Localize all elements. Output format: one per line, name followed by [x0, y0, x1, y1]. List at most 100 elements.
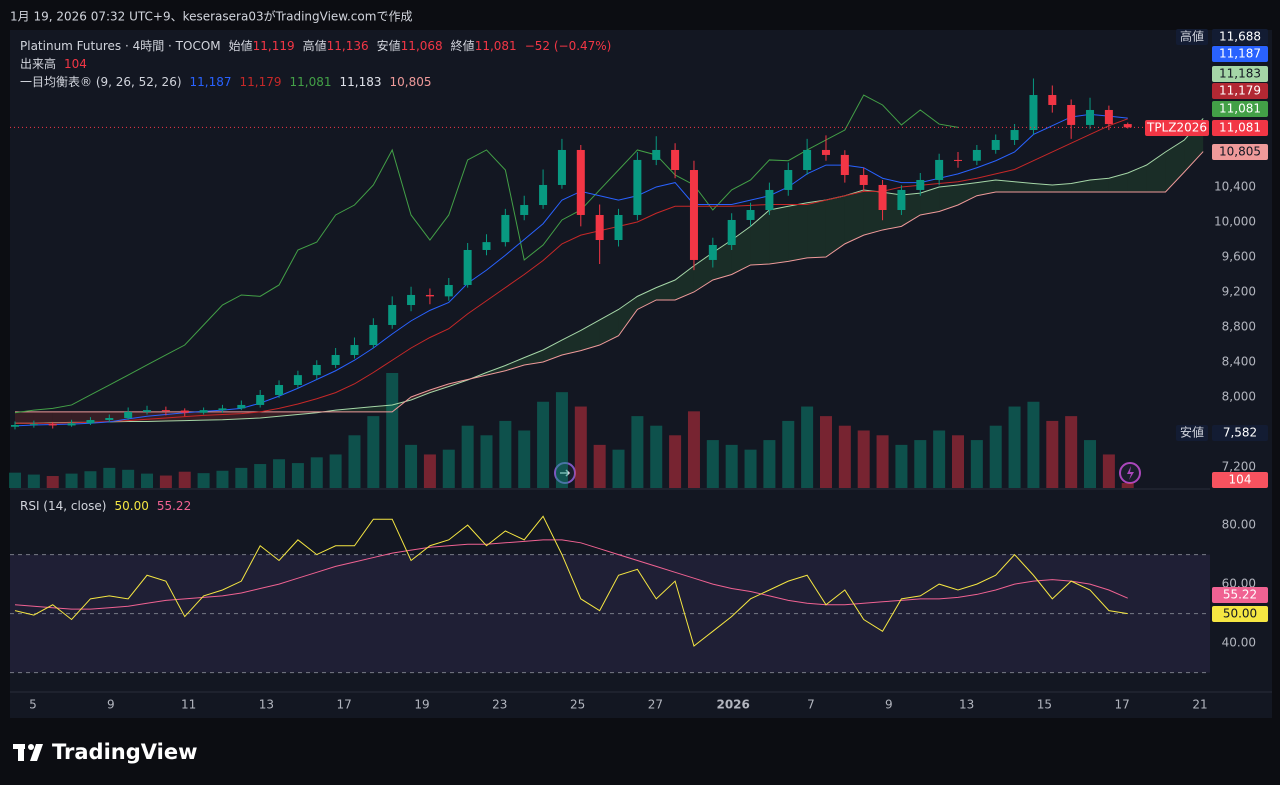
legend-item: 55.22 [157, 499, 191, 513]
legend-item: 終値 [451, 38, 475, 53]
ichimoku-senkou_b [15, 151, 1204, 413]
x-tick-label: 9 [107, 698, 115, 712]
kumo [901, 193, 921, 227]
x-tick-label: 21 [1192, 698, 1207, 712]
price-badge-label: 高値 [1180, 29, 1204, 44]
x-tick-label: 19 [414, 698, 429, 712]
volume-bar [706, 440, 719, 488]
kumo [825, 195, 845, 257]
ichimoku-kijun [15, 118, 1128, 424]
candle-body [746, 209, 755, 220]
legend: 出来高 104 [20, 56, 87, 71]
legend-item: 安値 [377, 38, 401, 53]
candle-body [821, 149, 830, 155]
volume-bar [687, 411, 700, 488]
candle-body [784, 170, 793, 190]
legend-item: 11,187 [190, 75, 232, 89]
x-tick-label: 13 [959, 698, 974, 712]
created-caption: 1月 19, 2026 07:32 UTC+9、keserasera03がTra… [10, 9, 412, 24]
legend-item: 出来高 [20, 56, 56, 71]
kumo [411, 389, 430, 400]
y-tick-label: 7,200 [1222, 459, 1256, 473]
candle-body [29, 424, 38, 426]
candle-body [237, 404, 246, 409]
candle-body [614, 214, 623, 241]
price-badge-label: TPLZ2026 [1146, 121, 1207, 135]
volume-bar [65, 473, 78, 488]
event-icon[interactable] [1119, 462, 1141, 484]
ichimoku-chikou [14, 94, 959, 414]
volume-bar [9, 472, 21, 488]
rsi-tick-label: 80.00 [1222, 518, 1256, 532]
kumo [995, 179, 1015, 192]
candle-body [256, 394, 265, 405]
x-tick-label: 15 [1037, 698, 1052, 712]
legend-item: 10,805 [390, 75, 432, 89]
candle-body [557, 149, 566, 185]
volume-bar [970, 440, 983, 488]
volume-bar [46, 476, 59, 488]
volume-bar [555, 392, 568, 488]
volume-bar [197, 473, 210, 488]
price-badge [1176, 29, 1208, 45]
candle-body [199, 410, 208, 413]
chart-area [10, 30, 1272, 718]
x-tick-label: 7 [807, 698, 815, 712]
volume-bar [273, 459, 286, 488]
volume-bar [669, 435, 682, 488]
candle-body [11, 424, 19, 427]
x-tick-label: 25 [570, 698, 585, 712]
candle-body [1123, 124, 1132, 128]
price-badge-label: 11,179 [1219, 84, 1261, 98]
volume-bar [1084, 440, 1097, 488]
legend-item: 11,119 [253, 39, 295, 53]
candle-body [1029, 95, 1038, 131]
candle-body [991, 139, 1000, 150]
x-tick-label: 2026 [716, 698, 749, 712]
candle-body [1048, 95, 1057, 105]
volume-bar [442, 449, 455, 488]
volume-bar [122, 469, 135, 488]
legend-item: 11,081 [290, 75, 332, 89]
candle-body [444, 284, 453, 297]
candle-body [539, 184, 548, 206]
kumo [33, 411, 53, 424]
price-badge [1212, 46, 1268, 62]
kumo [429, 383, 449, 393]
candle-body [859, 174, 868, 185]
volume-bar [159, 475, 172, 488]
volume-bar [895, 444, 908, 488]
candle-body [425, 294, 434, 297]
kumo [279, 411, 298, 417]
kumo [580, 319, 600, 351]
price-badge [1212, 101, 1268, 117]
legend: 一目均衡表® (9, 26, 52, 26) 11,187 11,179 11,081… [20, 75, 432, 89]
kumo [637, 287, 657, 310]
kumo [1052, 183, 1072, 192]
volume-bar [235, 467, 248, 488]
rsi-ma-line [14, 539, 1128, 610]
price-badge-label: 11,688 [1219, 30, 1261, 44]
event-icon[interactable] [554, 462, 576, 484]
candle-body [840, 154, 849, 175]
candle-body [576, 149, 585, 215]
kumo [524, 350, 544, 365]
price-badge-label: 11,183 [1219, 67, 1261, 81]
volume-bar [801, 406, 814, 488]
volume-bar [423, 454, 436, 488]
kumo [731, 226, 751, 275]
kumo [920, 186, 940, 215]
volume-bar [518, 430, 531, 488]
price-badge [1145, 120, 1209, 136]
volume-bar [612, 449, 625, 488]
volume-bar [291, 463, 304, 488]
legend-item: 11,179 [240, 75, 282, 89]
price-badge-label: 11,187 [1219, 47, 1261, 61]
volume-bar [348, 435, 361, 488]
kumo [788, 202, 808, 262]
price-badge-label: 安値 [1180, 425, 1204, 440]
kumo [128, 411, 148, 422]
legend-item: 11,183 [340, 75, 382, 89]
price-badge [1212, 120, 1268, 136]
candle-body [689, 170, 698, 260]
